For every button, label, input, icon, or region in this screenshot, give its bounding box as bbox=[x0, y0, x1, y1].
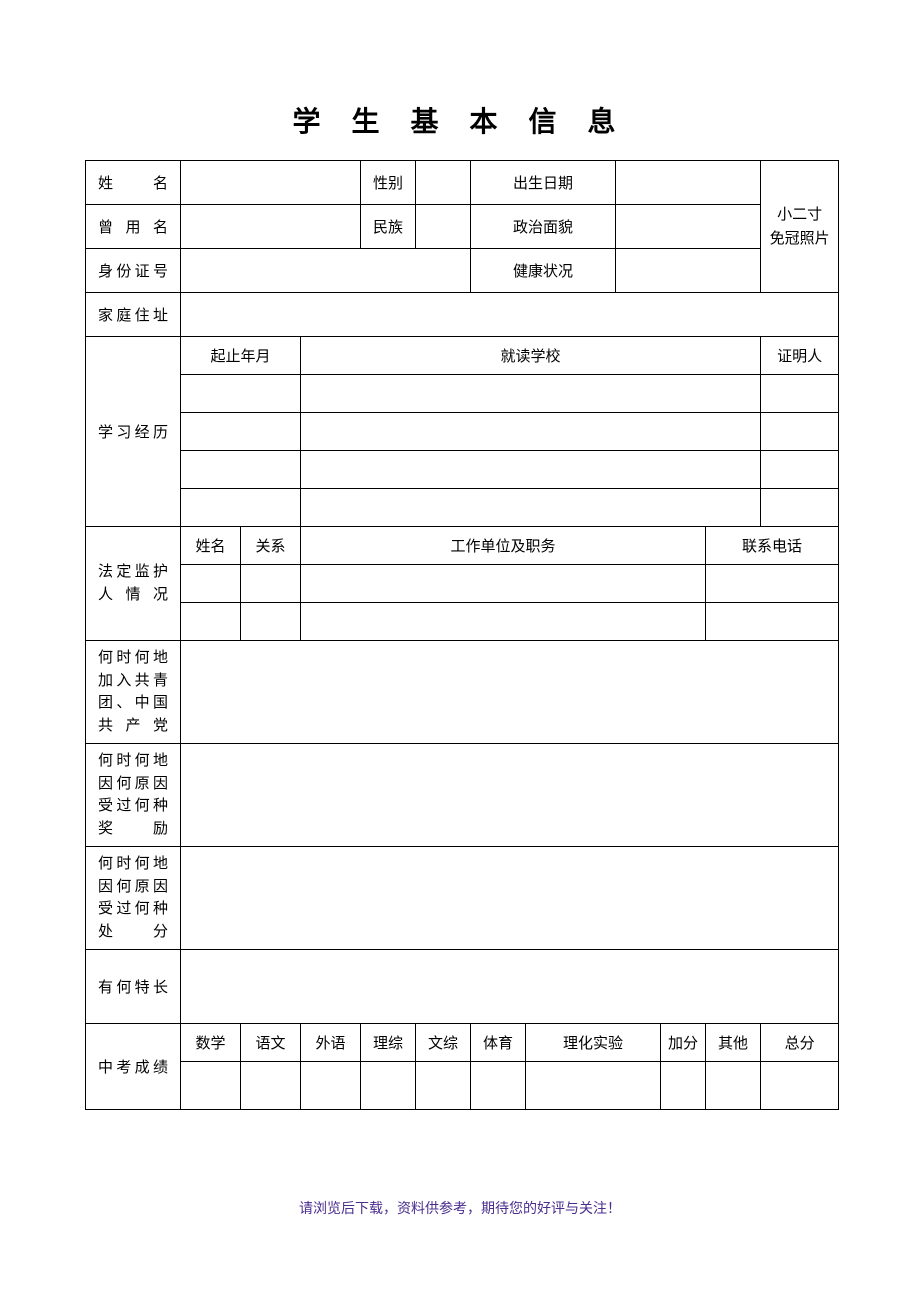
label-photo-1: 小二寸 免冠照片 bbox=[770, 207, 830, 247]
value-join bbox=[181, 641, 839, 744]
value-address bbox=[181, 293, 839, 337]
g-r1-rel bbox=[241, 565, 301, 603]
g-r2-name bbox=[181, 603, 241, 641]
score-bonus bbox=[661, 1062, 706, 1110]
edu-r3-period bbox=[181, 451, 301, 489]
label-birth: 出生日期 bbox=[471, 161, 616, 205]
subj-chn: 语文 bbox=[241, 1024, 301, 1062]
subj-lab: 理化实验 bbox=[526, 1024, 661, 1062]
label-edu-period: 起止年月 bbox=[181, 337, 301, 375]
subj-pe: 体育 bbox=[471, 1024, 526, 1062]
label-talent: 有何特长 bbox=[86, 950, 181, 1024]
label-g-relation: 关系 bbox=[241, 527, 301, 565]
edu-r2-period bbox=[181, 413, 301, 451]
label-health: 健康状况 bbox=[471, 249, 616, 293]
edu-r3-witness bbox=[761, 451, 839, 489]
label-guardian: 法定监护人情况 bbox=[86, 527, 181, 641]
subj-eng: 外语 bbox=[301, 1024, 361, 1062]
value-talent bbox=[181, 950, 839, 1024]
g-r1-phone bbox=[706, 565, 839, 603]
label-edu: 学习经历 bbox=[86, 337, 181, 527]
value-health bbox=[616, 249, 761, 293]
photo-box: 小二寸 免冠照片 bbox=[761, 161, 839, 293]
label-idnum: 身份证号 bbox=[86, 249, 181, 293]
label-name: 姓 名 bbox=[86, 161, 181, 205]
g-r2-phone bbox=[706, 603, 839, 641]
score-lab bbox=[526, 1062, 661, 1110]
label-edu-school: 就读学校 bbox=[301, 337, 761, 375]
score-sci bbox=[361, 1062, 416, 1110]
label-exam: 中考成绩 bbox=[86, 1024, 181, 1110]
value-name bbox=[181, 161, 361, 205]
label-political: 政治面貌 bbox=[471, 205, 616, 249]
edu-r1-witness bbox=[761, 375, 839, 413]
value-award bbox=[181, 744, 839, 847]
value-formername bbox=[181, 205, 361, 249]
label-g-name: 姓名 bbox=[181, 527, 241, 565]
label-gender: 性别 bbox=[361, 161, 416, 205]
label-g-work: 工作单位及职务 bbox=[301, 527, 706, 565]
g-r2-work bbox=[301, 603, 706, 641]
score-art bbox=[416, 1062, 471, 1110]
edu-r2-school bbox=[301, 413, 761, 451]
subj-art: 文综 bbox=[416, 1024, 471, 1062]
value-gender bbox=[416, 161, 471, 205]
g-r1-name bbox=[181, 565, 241, 603]
label-join: 何时何地加入共青团、中国共产党 bbox=[86, 641, 181, 744]
subj-sci: 理综 bbox=[361, 1024, 416, 1062]
edu-r4-school bbox=[301, 489, 761, 527]
subj-math: 数学 bbox=[181, 1024, 241, 1062]
label-g-phone: 联系电话 bbox=[706, 527, 839, 565]
value-punish bbox=[181, 847, 839, 950]
value-birth bbox=[616, 161, 761, 205]
label-formername: 曾 用 名 bbox=[86, 205, 181, 249]
value-idnum bbox=[181, 249, 471, 293]
label-punish: 何时何地因何原因受过何种处分 bbox=[86, 847, 181, 950]
subj-total: 总分 bbox=[761, 1024, 839, 1062]
label-address: 家庭住址 bbox=[86, 293, 181, 337]
subj-bonus: 加分 bbox=[661, 1024, 706, 1062]
score-other bbox=[706, 1062, 761, 1110]
label-award: 何时何地因何原因受过何种奖励 bbox=[86, 744, 181, 847]
edu-r2-witness bbox=[761, 413, 839, 451]
student-info-table: 姓 名 性别 出生日期 小二寸 免冠照片 曾 用 名 民族 政治面貌 身份证号 … bbox=[85, 160, 839, 1110]
score-pe bbox=[471, 1062, 526, 1110]
score-total bbox=[761, 1062, 839, 1110]
page-title: 学 生 基 本 信 息 bbox=[85, 100, 835, 140]
g-r2-rel bbox=[241, 603, 301, 641]
label-ethnic: 民族 bbox=[361, 205, 416, 249]
edu-r4-period bbox=[181, 489, 301, 527]
value-political bbox=[616, 205, 761, 249]
edu-r4-witness bbox=[761, 489, 839, 527]
score-chn bbox=[241, 1062, 301, 1110]
subj-other: 其他 bbox=[706, 1024, 761, 1062]
edu-r1-period bbox=[181, 375, 301, 413]
score-math bbox=[181, 1062, 241, 1110]
label-edu-witness: 证明人 bbox=[761, 337, 839, 375]
score-eng bbox=[301, 1062, 361, 1110]
footer-note: 请浏览后下载，资料供参考，期待您的好评与关注！ bbox=[85, 1198, 835, 1218]
edu-r1-school bbox=[301, 375, 761, 413]
g-r1-work bbox=[301, 565, 706, 603]
edu-r3-school bbox=[301, 451, 761, 489]
value-ethnic bbox=[416, 205, 471, 249]
